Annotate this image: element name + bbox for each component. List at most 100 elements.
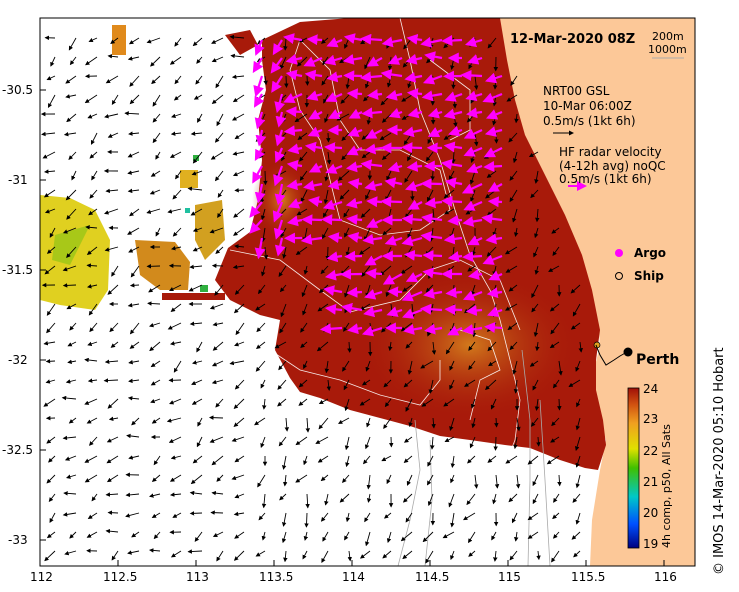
model-vector-arrow <box>407 151 413 162</box>
model-vector-arrow <box>128 37 140 45</box>
model-vector-arrow <box>129 208 140 217</box>
model-vector-arrow <box>188 284 203 292</box>
model-vector-arrow <box>508 132 518 143</box>
sst-west-patch-green <box>52 225 90 265</box>
model-vector-arrow <box>174 37 182 47</box>
model-vector-arrow <box>196 436 203 448</box>
model-vector-arrow <box>169 474 182 482</box>
model-vector-arrow <box>403 436 413 443</box>
model-vector-arrow <box>578 341 583 353</box>
radar-vectors <box>249 33 503 337</box>
model-vector-arrow <box>383 417 392 430</box>
model-vector-arrow <box>534 227 539 239</box>
model-vector-arrow <box>84 474 98 483</box>
model-vector-arrow <box>65 94 77 99</box>
model-vector-arrow <box>125 512 140 518</box>
radar-vector-arrow <box>385 89 403 101</box>
model-vector-arrow <box>46 75 56 81</box>
model-vector-arrow <box>216 113 224 127</box>
model-vector-arrow <box>232 170 245 177</box>
model-vector-arrow <box>260 379 266 389</box>
model-vector-arrow <box>534 265 539 275</box>
radar-vector-arrow <box>366 217 383 228</box>
model-vector-arrow <box>360 208 371 218</box>
model-vector-arrow <box>298 379 308 388</box>
model-vector-arrow <box>124 111 140 116</box>
model-vector-arrow <box>146 37 161 44</box>
model-vector-arrow <box>470 398 476 409</box>
x-tick-label: 113.5 <box>259 570 294 584</box>
model-vector-arrow <box>404 170 413 183</box>
model-vector-arrow <box>534 398 540 411</box>
model-vector-arrow <box>127 396 140 401</box>
model-vector-arrow <box>320 512 329 522</box>
model-vector-arrow <box>326 379 332 391</box>
model-vector-arrow <box>400 531 413 542</box>
model-vector-arrow <box>172 512 182 518</box>
model-vector-arrow <box>513 379 519 394</box>
model-vector-arrow <box>172 227 182 237</box>
model-vector-arrow <box>107 132 119 138</box>
model-vector-arrow <box>337 170 350 181</box>
radar-vector-arrow <box>347 126 363 137</box>
radar-vector-arrow <box>462 290 483 301</box>
radar-vector-arrow <box>365 268 383 280</box>
radar-vector-arrow <box>287 143 303 155</box>
model-vector-arrow <box>215 398 224 408</box>
model-vector-arrow <box>552 512 560 520</box>
model-vector-arrow <box>167 322 182 330</box>
model-vector-arrow <box>300 341 308 348</box>
model-vector-arrow <box>255 550 266 557</box>
model-vector-arrow <box>212 341 224 351</box>
radar-vector-arrow <box>401 213 423 225</box>
radar-vector-arrow <box>254 39 265 56</box>
model-vector-arrow <box>128 359 140 365</box>
model-vector-arrow <box>46 303 56 316</box>
model-vector-arrow <box>153 455 161 466</box>
radar-vector-arrow <box>344 250 363 262</box>
model-vector-arrow <box>509 189 518 203</box>
model-vector-arrow <box>303 531 309 541</box>
model-vector-arrow <box>546 455 560 465</box>
model-vector-arrow <box>170 131 182 136</box>
radar-vector-arrow <box>347 178 363 190</box>
model-vector-arrow <box>173 94 182 101</box>
model-vector-arrow <box>150 56 161 67</box>
radar-vector-arrow <box>341 302 363 314</box>
model-vector-arrow <box>230 53 245 59</box>
model-vector-arrow <box>85 56 98 66</box>
radar-vector-arrow <box>326 71 343 83</box>
model-vector-arrow <box>187 549 203 554</box>
model-vector-arrow <box>111 550 119 561</box>
radar-vector-arrow <box>346 88 363 100</box>
model-vector-arrow <box>127 227 140 235</box>
colorbar-label: 4h comp, p50, All Sats <box>660 424 673 548</box>
model-vector-arrow <box>64 455 77 461</box>
model-vector-arrow <box>533 322 539 337</box>
model-vector-arrow <box>344 531 350 541</box>
model-vector-arrow <box>263 75 268 86</box>
model-vector-arrow <box>305 75 310 86</box>
model-vector-arrow <box>195 75 203 85</box>
model-vector-arrow <box>214 132 224 143</box>
model-vector-arrow <box>430 436 435 450</box>
radar-vector-arrow <box>285 69 303 81</box>
model-vector-arrow <box>513 436 518 450</box>
model-vector-arrow <box>550 436 560 443</box>
model-vector-arrow <box>448 493 455 508</box>
model-vector-arrow <box>509 170 518 181</box>
model-vector-arrow <box>106 474 119 483</box>
model-vector-arrow <box>149 189 161 195</box>
model-vector-arrow <box>129 94 140 105</box>
model-vector-arrow <box>294 113 308 123</box>
model-vector-arrow <box>197 417 203 427</box>
radar-vector-arrow <box>346 286 363 298</box>
model-vector-arrow <box>516 417 521 432</box>
model-vector-arrow <box>86 531 98 538</box>
model-vector-arrow <box>191 170 203 176</box>
model-vector-arrow <box>88 37 98 43</box>
radar-vector-arrow <box>485 109 503 120</box>
land-mass <box>497 18 695 566</box>
radar-vector-arrow <box>420 303 443 315</box>
